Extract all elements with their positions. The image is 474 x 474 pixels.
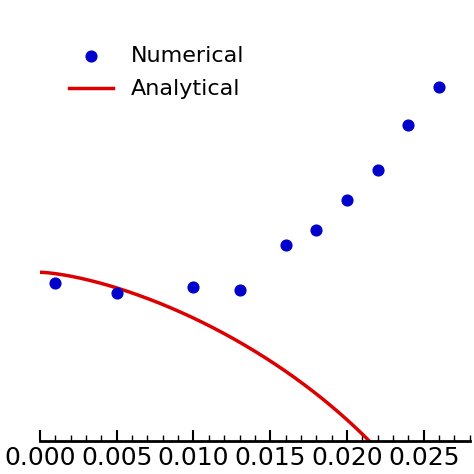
Analytical bbox=[396, 470, 401, 474]
Legend: Numerical, Analytical: Numerical, Analytical bbox=[60, 37, 253, 108]
Analytical bbox=[274, 362, 280, 368]
Line: Analytical: Analytical bbox=[40, 272, 474, 474]
Numerical bbox=[405, 121, 412, 128]
Numerical bbox=[374, 166, 382, 173]
Numerical bbox=[52, 279, 59, 287]
Numerical bbox=[435, 83, 443, 91]
Numerical bbox=[113, 290, 120, 297]
Analytical bbox=[37, 269, 43, 275]
Numerical bbox=[282, 241, 289, 249]
Numerical bbox=[312, 226, 320, 234]
Numerical bbox=[190, 283, 197, 291]
Analytical bbox=[247, 346, 253, 351]
Numerical bbox=[236, 287, 243, 294]
Numerical bbox=[343, 196, 351, 204]
Analytical bbox=[298, 379, 303, 384]
Analytical bbox=[245, 344, 251, 350]
